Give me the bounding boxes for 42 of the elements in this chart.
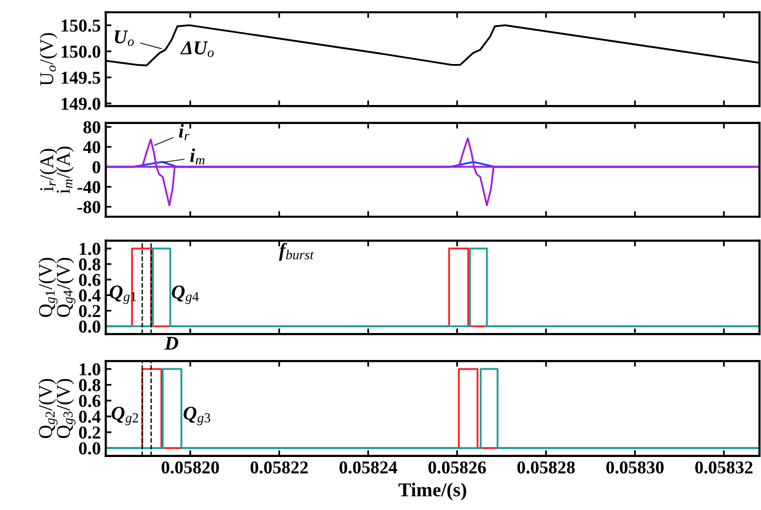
y-tick-label: 0.2 <box>79 426 100 439</box>
annotation: ΔU$_{o}$ <box>180 41 214 58</box>
y-tick-label: 0.8 <box>79 379 100 392</box>
y-tick-label: 150.0 <box>62 46 100 58</box>
y-tick-label: 150.5 <box>62 20 100 32</box>
annotation: U$_{o}$ <box>114 30 134 46</box>
y-tick-label: 80 <box>83 121 100 134</box>
y-tick-label: 0.6 <box>79 274 100 286</box>
x-axis-title: Time/(s) <box>398 482 466 500</box>
x-tick-label: 0.05824 <box>339 461 398 474</box>
x-tick-label: 0.05830 <box>606 461 664 474</box>
y-axis-title: U$_{o}$/(V) <box>40 33 58 86</box>
y-axis-title: Q$_{g2}$/(V) Q$_{g3}$/(V) <box>38 379 76 438</box>
y-tick-label: 0 <box>92 161 100 174</box>
x-tick-label: 0.05822 <box>250 461 308 474</box>
annotation: Q$_{g3}$ <box>184 406 210 426</box>
y-axis-title: i$_{r}$/(A) i$_{m}$/(A) <box>40 146 74 194</box>
text: D <box>164 336 178 350</box>
annotation: Q$_{g2}$ <box>112 406 138 426</box>
annotation: f$_{burst}$ <box>279 242 314 261</box>
y-tick-label: 0.4 <box>79 410 101 423</box>
y-tick-label: 0.6 <box>79 394 100 408</box>
y-tick-label: 149.5 <box>62 72 100 84</box>
x-tick-label: 0.05826 <box>428 461 486 474</box>
y-tick-label: 0.4 <box>79 289 101 302</box>
x-tick-label: 0.05828 <box>517 461 575 474</box>
y-tick-label: 0.0 <box>79 320 100 333</box>
y-tick-label: 0.8 <box>79 258 100 271</box>
y-tick-label: 0.2 <box>79 304 100 318</box>
y-tick-label: 1.0 <box>80 363 100 376</box>
y-tick-label: 0.0 <box>79 442 100 455</box>
y-tick-label: -80 <box>78 201 100 214</box>
annotation: Q$_{g4}$ <box>172 286 199 304</box>
x-tick-label: 0.05820 <box>162 461 219 474</box>
y-tick-label: 149.0 <box>62 98 100 110</box>
annotation: i$_{m}$ <box>190 148 205 165</box>
y-axis-title: Q$_{g1}$/(V) Q$_{g4}$/(V) <box>38 258 76 317</box>
annotation: i$_{r}$ <box>178 124 190 140</box>
x-tick-label: 0.05832 <box>695 461 752 474</box>
y-tick-label: 40 <box>83 141 100 154</box>
y-tick-label: -40 <box>78 181 100 194</box>
y-tick-label: 1.0 <box>80 242 100 256</box>
